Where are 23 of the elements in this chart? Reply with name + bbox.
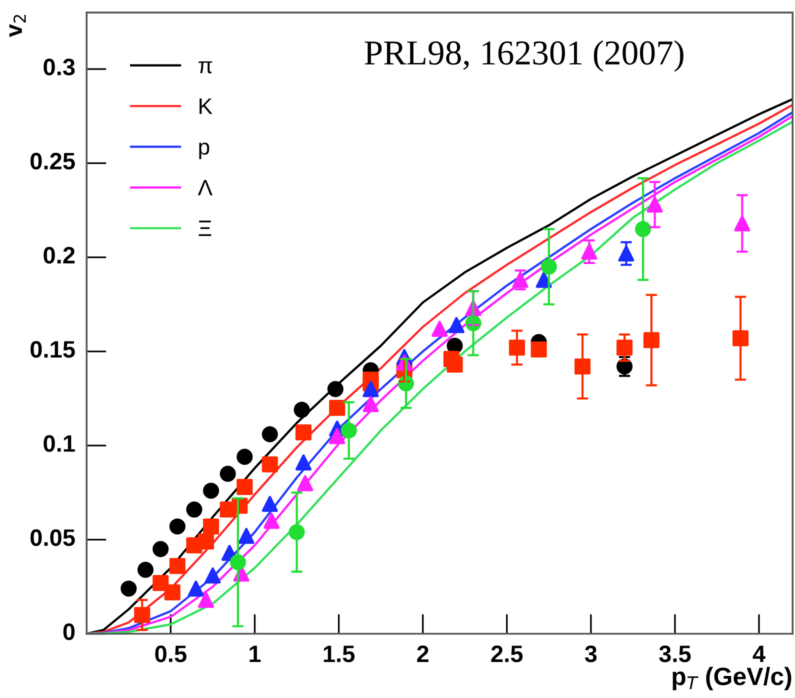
y-tick-label: 0.3 — [44, 58, 75, 76]
x-tick-label: 2 — [417, 646, 428, 662]
y-tick-label: 0.05 — [30, 529, 75, 546]
x-tick-label: 1.5 — [324, 646, 355, 662]
x-tick-label: 3 — [584, 646, 597, 662]
x-tick-label: 2.5 — [491, 646, 523, 662]
x-tick-label: 4 — [752, 646, 766, 662]
y-tick-label: 0 — [63, 623, 75, 640]
y-tick-label: 0.1 — [44, 435, 75, 452]
y-tick-label: 0.25 — [30, 152, 75, 170]
x-tick-label: 0.5 — [155, 646, 186, 662]
annotation: PRL98, 162301 (2007) — [364, 40, 684, 72]
x-tick-label: 1 — [250, 646, 261, 662]
y-axis-title: v$_{2}$ — [9, 14, 26, 38]
x-axis-title: p$_{T}$ (GeV/c) — [672, 666, 792, 690]
legend-label: Ξ — [198, 220, 212, 236]
x-tick-label: 3.5 — [659, 646, 691, 662]
y-tick-label: 0.15 — [30, 341, 75, 358]
legend-label: p — [199, 142, 210, 160]
legend-label: π — [198, 61, 212, 74]
legend-label: Λ — [198, 180, 212, 196]
y-tick-label: 0.2 — [44, 246, 75, 264]
legend-label: K — [200, 98, 212, 114]
